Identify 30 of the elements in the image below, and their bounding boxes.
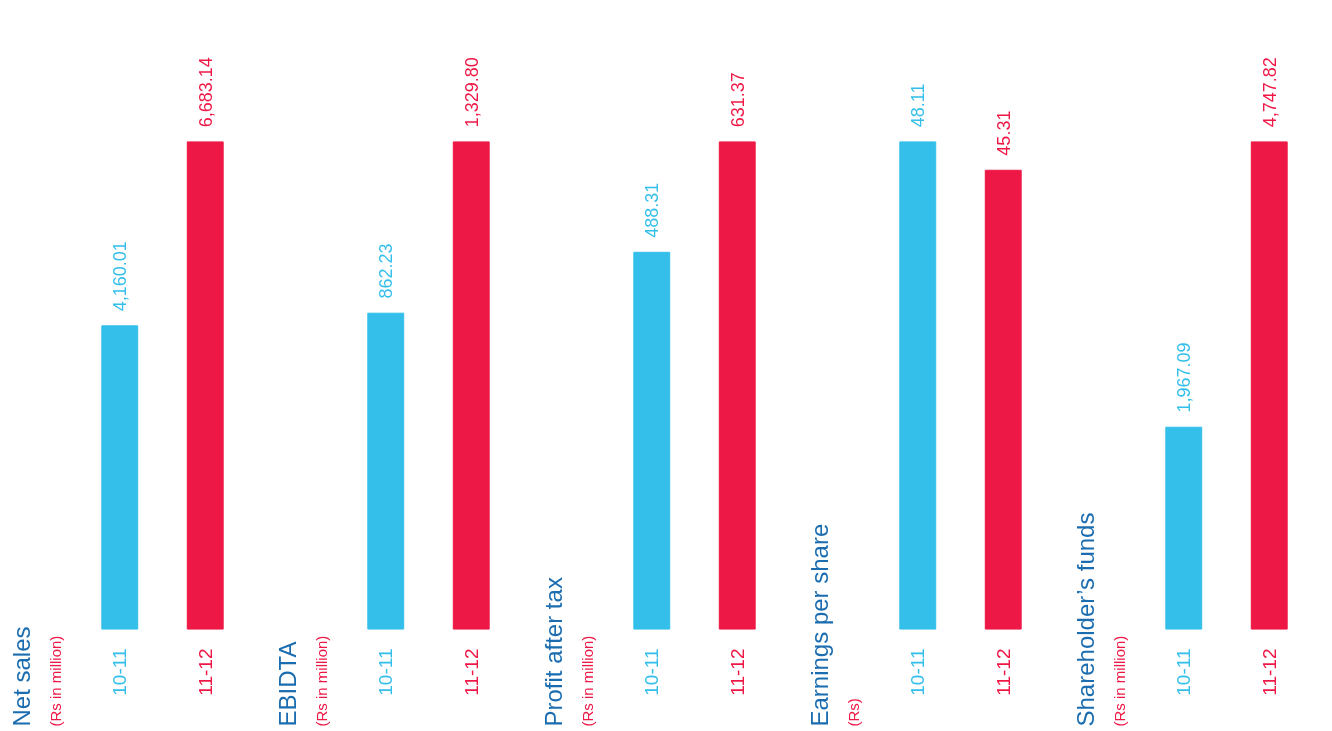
- data-label: 6,683.14: [195, 57, 216, 128]
- data-label: 48.11: [908, 83, 929, 128]
- x-tick-label: 11-12: [194, 648, 216, 696]
- data-label: 45.31: [993, 110, 1014, 156]
- x-tick-label: 11-12: [992, 648, 1014, 696]
- text: (Rs in million): [46, 635, 64, 727]
- text: Earnings per share: [805, 523, 833, 727]
- x-tick-label: 10-11: [1173, 648, 1195, 696]
- data-label: 631.37: [727, 72, 748, 128]
- text: (Rs in million): [312, 635, 330, 727]
- x-tick-label: 10-11: [109, 648, 131, 696]
- x-tick-label: 11-12: [460, 648, 482, 696]
- text: (Rs in million): [1110, 635, 1128, 727]
- data-label: 1,967.09: [1174, 342, 1195, 413]
- data-label: 488.31: [642, 182, 663, 238]
- data-label: 4,747.82: [1259, 57, 1280, 128]
- text: Net sales: [7, 626, 35, 727]
- x-tick-label: 10-11: [641, 648, 663, 696]
- data-label: 1,329.80: [461, 57, 482, 128]
- data-label: 862.23: [376, 243, 397, 299]
- x-tick-label: 11-12: [1258, 648, 1280, 696]
- x-tick-label: 11-12: [726, 648, 748, 696]
- text: (Rs): [844, 698, 862, 727]
- text: Shareholder’s funds: [1071, 512, 1099, 727]
- text: EBIDTA: [273, 641, 301, 727]
- text: Profit after tax: [539, 577, 567, 727]
- x-tick-label: 10-11: [907, 648, 929, 696]
- data-label: 4,160.01: [110, 241, 131, 312]
- text: (Rs in million): [578, 635, 596, 727]
- x-tick-label: 10-11: [375, 648, 397, 696]
